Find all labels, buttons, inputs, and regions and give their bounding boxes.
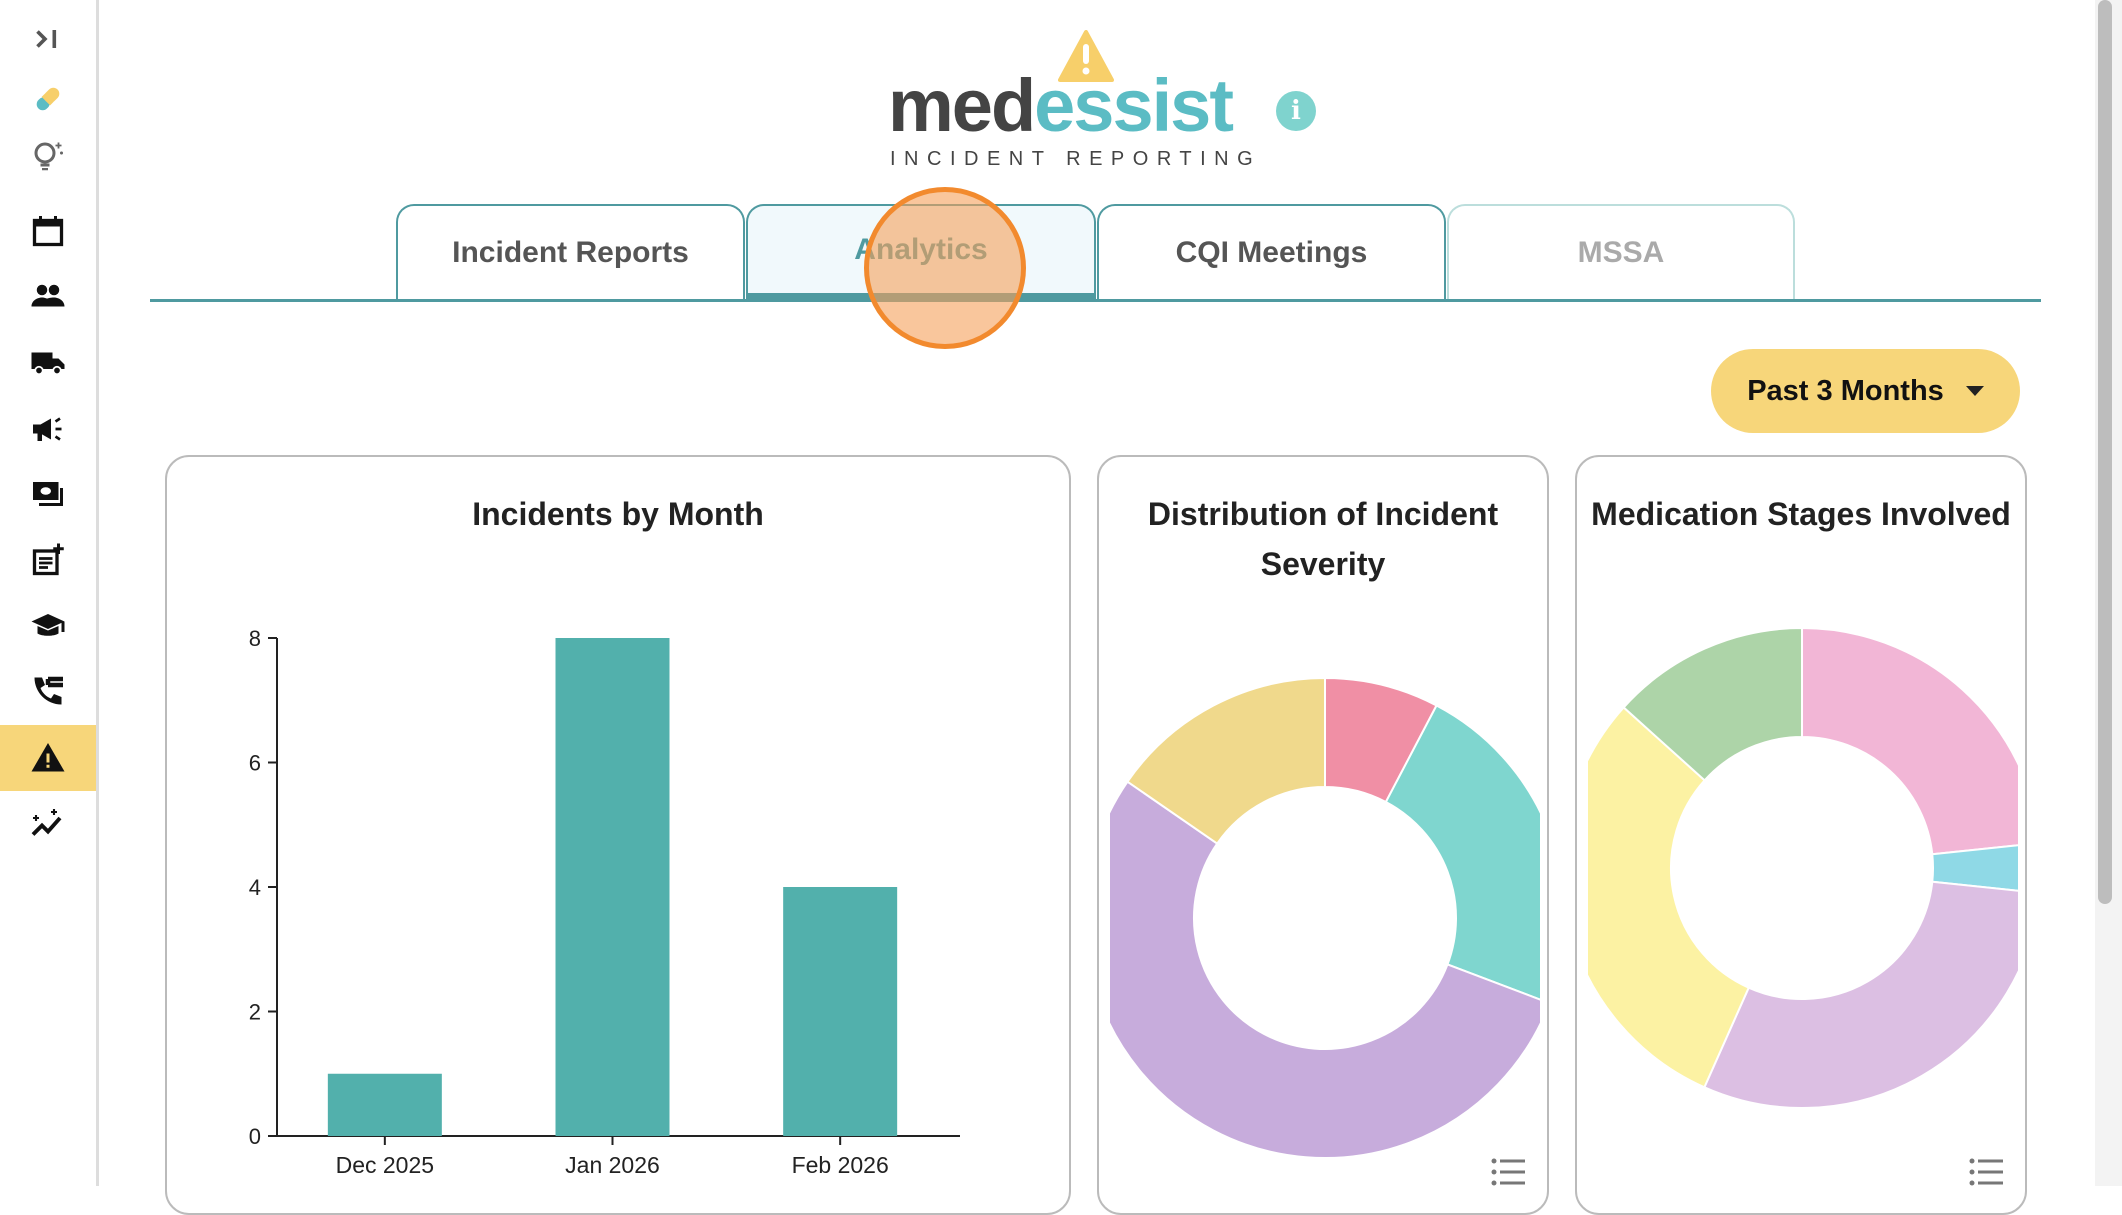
bar[interactable]	[555, 638, 670, 1136]
y-tick-label: 2	[249, 1000, 261, 1025]
y-tick-label: 0	[249, 1124, 261, 1149]
logo-warning-icon	[1058, 30, 1114, 82]
severity-distribution-card: Distribution of Incident Severity	[1097, 455, 1549, 1215]
medication-stages-card: Medication Stages Involved	[1575, 455, 2027, 1215]
bar-chart: 0 2 4 6 8 Dec 2025 Jan 2026 Feb 2026	[249, 626, 960, 1178]
y-tick-label: 8	[249, 626, 261, 651]
donut-slice[interactable]	[1126, 676, 1326, 845]
collapse-icon	[36, 30, 57, 48]
sidebar-item-people[interactable]	[0, 268, 96, 324]
medication-stages-donut-chart	[1588, 626, 2018, 1109]
note-add-icon	[32, 543, 64, 576]
sidebar-item-delivery[interactable]	[0, 335, 96, 391]
warning-icon	[31, 743, 65, 772]
sidebar-collapse-button[interactable]	[0, 11, 96, 67]
sidebar-item-medications[interactable]	[0, 71, 96, 127]
date-range-label: Past 3 Months	[1747, 374, 1944, 407]
sidebar-item-calendar[interactable]	[0, 203, 96, 259]
sidebar	[0, 0, 99, 1186]
sidebar-item-calls[interactable]	[0, 663, 96, 719]
chart-title: Distribution of Incident Severity	[1147, 496, 1499, 582]
megaphone-icon	[33, 417, 62, 441]
sidebar-item-billing[interactable]	[0, 466, 96, 522]
legend-list-icon[interactable]	[1969, 1157, 2005, 1187]
donut-slice[interactable]	[1384, 704, 1540, 1003]
y-tick-label: 4	[249, 875, 261, 900]
sidebar-item-training[interactable]	[0, 598, 96, 654]
donut-slice[interactable]	[1588, 705, 1751, 1089]
logo-wordmark: medessist	[888, 64, 1234, 147]
truck-icon	[31, 352, 65, 376]
severity-donut-chart	[1110, 676, 1540, 1159]
analytics-icon	[31, 809, 62, 836]
money-icon	[33, 482, 63, 506]
sidebar-item-notes[interactable]	[0, 532, 96, 588]
donut-slice[interactable]	[1622, 626, 1803, 782]
sidebar-item-insights[interactable]	[0, 128, 96, 184]
x-tick-label: Feb 2026	[792, 1152, 889, 1178]
tab-cqi-meetings[interactable]: CQI Meetings	[1097, 204, 1446, 300]
calendar-icon	[32, 216, 64, 247]
medessist-logo: medessist INCIDENT REPORTING	[880, 30, 1253, 175]
bar[interactable]	[783, 887, 898, 1136]
logo-subtitle: INCIDENT REPORTING	[890, 148, 1262, 170]
donut-slice[interactable]	[1110, 780, 1540, 1159]
incidents-by-month-card: Incidents by Month 0 2 4 6 8 Dec 2025 Jan 2026…	[165, 455, 1071, 1215]
chevron-down-icon	[1965, 386, 1984, 396]
page-scrollbar[interactable]	[2095, 0, 2122, 1186]
info-button[interactable]: i	[1276, 91, 1316, 131]
tab-incident-reports[interactable]: Incident Reports	[396, 204, 745, 300]
date-range-dropdown[interactable]: Past 3 Months	[1711, 349, 2020, 433]
legend-list-icon[interactable]	[1491, 1157, 1527, 1187]
donut-slice[interactable]	[1703, 880, 2018, 1109]
tab-analytics[interactable]: Analytics	[746, 204, 1096, 300]
phone-forward-icon	[34, 676, 63, 705]
bar[interactable]	[327, 1073, 442, 1136]
y-tick-label: 6	[249, 751, 261, 776]
donut-slice[interactable]	[1801, 626, 2018, 856]
pill-icon	[36, 87, 60, 111]
x-tick-label: Dec 2025	[336, 1152, 434, 1178]
chart-title: Incidents by Month	[472, 496, 764, 532]
sidebar-item-analytics[interactable]	[0, 796, 96, 852]
sidebar-item-incidents[interactable]	[0, 725, 96, 791]
graduation-cap-icon	[31, 614, 65, 636]
scrollbar-thumb[interactable]	[2098, 0, 2112, 904]
tab-underline	[150, 299, 2041, 302]
people-icon	[31, 284, 65, 307]
lightbulb-sparkle-icon	[34, 142, 63, 171]
tab-mssa[interactable]: MSSA	[1447, 204, 1795, 300]
x-tick-label: Jan 2026	[565, 1152, 660, 1178]
chart-title: Medication Stages Involved	[1591, 496, 2011, 532]
sidebar-item-announcements[interactable]	[0, 401, 96, 457]
